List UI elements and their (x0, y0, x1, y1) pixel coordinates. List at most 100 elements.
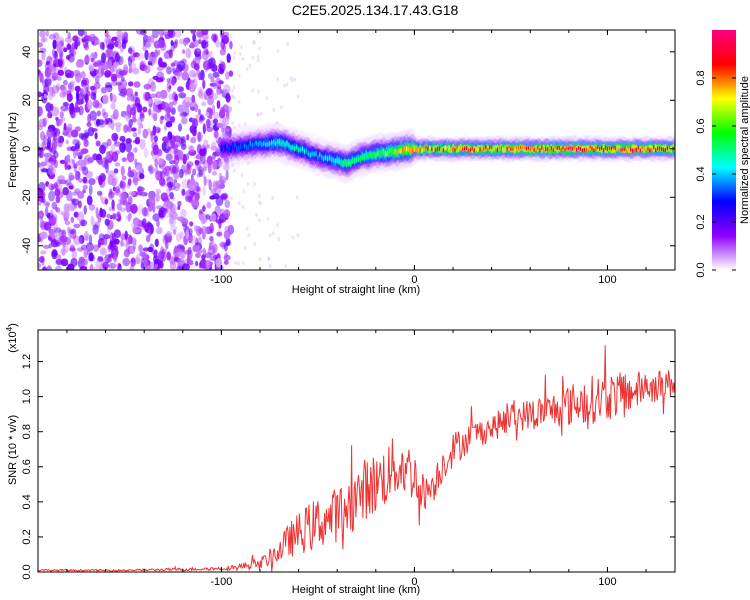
noise-blob (215, 257, 223, 268)
y-tick-label: 0 (21, 146, 33, 152)
ridge-blob (664, 144, 667, 151)
noise-blob (256, 112, 260, 117)
ridge-blob (583, 147, 585, 152)
ridge-blob (579, 146, 582, 151)
noise-blob (144, 223, 149, 232)
ridge-blob (288, 142, 290, 149)
noise-blob (223, 152, 228, 164)
ridge-blob (454, 147, 456, 153)
noise-blob (161, 141, 167, 152)
noise-blob (208, 242, 213, 251)
noise-blob (219, 106, 226, 115)
ridge-blob (606, 147, 609, 152)
noise-blob (201, 254, 206, 261)
noise-blob (127, 126, 133, 133)
noise-blob (130, 107, 137, 116)
noise-blob (165, 120, 173, 128)
ridge-blob (543, 147, 545, 152)
noise-blob (168, 93, 173, 101)
noise-blob (81, 166, 87, 171)
noise-blob (182, 49, 186, 54)
noise-blob (133, 81, 141, 88)
ridge-blob (496, 147, 499, 152)
ridge-blob (402, 147, 404, 154)
noise-blob (174, 93, 179, 102)
noise-blob (182, 106, 190, 117)
ridge-blob (238, 145, 240, 152)
noise-blob (132, 177, 137, 184)
ridge-blob (377, 151, 379, 158)
noise-blob (132, 52, 140, 58)
noise-blob (113, 238, 120, 245)
noise-blob (89, 110, 97, 121)
ridge-blob (301, 145, 304, 152)
ridge-blob (548, 148, 551, 153)
noise-blob (135, 97, 141, 107)
noise-blob (78, 235, 85, 244)
noise-blob (112, 109, 119, 120)
noise-blob (223, 209, 231, 218)
ridge-blob (296, 144, 298, 150)
noise-blob (125, 88, 134, 97)
noise-blob (99, 41, 105, 50)
noise-blob (66, 164, 72, 170)
ridge-blob (654, 143, 657, 150)
noise-blob (41, 140, 46, 150)
ridge-blob (469, 147, 472, 152)
noise-blob (202, 186, 206, 196)
noise-blob (104, 70, 112, 78)
noise-blob (159, 177, 166, 186)
noise-blob (80, 71, 86, 79)
noise-blob (165, 146, 172, 151)
ridge-blob (483, 146, 485, 151)
noise-blob (237, 73, 241, 78)
noise-blob (216, 139, 224, 144)
noise-blob (147, 98, 152, 105)
noise-blob (213, 111, 220, 120)
noise-blob (92, 244, 100, 252)
noise-blob (209, 222, 214, 234)
ridge-blob (321, 154, 323, 161)
noise-blob (186, 134, 190, 141)
noise-blob (256, 58, 260, 63)
noise-blob (200, 225, 208, 235)
noise-blob (224, 225, 230, 232)
noise-blob (153, 135, 158, 143)
noise-blob (83, 205, 87, 215)
noise-blob (206, 126, 214, 132)
ridge-blob (506, 146, 508, 151)
noise-blob (136, 253, 140, 262)
noise-blob (77, 30, 85, 37)
ridge-blob (502, 147, 504, 152)
noise-blob (166, 66, 172, 75)
ridge-blob (299, 147, 302, 153)
noise-blob (201, 41, 209, 49)
colorbar-ticks: 0.0 0.2 0.4 0.6 0.8 (695, 70, 736, 278)
ridge-blob (247, 143, 250, 150)
snr-line (38, 345, 675, 572)
ridge-blob (433, 147, 435, 152)
noise-blob (125, 215, 132, 220)
ridge-blob (664, 147, 666, 153)
noise-blob (86, 250, 90, 256)
noise-blob (127, 196, 133, 205)
noise-blob (180, 138, 185, 144)
ridge-blob (593, 148, 595, 153)
noise-blob (245, 67, 249, 72)
noise-blob (92, 153, 98, 161)
ridge-blob (618, 147, 620, 153)
noise-blob (126, 104, 131, 115)
ridge-blob (290, 144, 292, 151)
noise-blob (104, 218, 110, 226)
noise-blob (216, 100, 221, 109)
noise-blob (133, 147, 138, 153)
ridge-blob (324, 154, 327, 161)
ridge-blob (489, 145, 491, 150)
ridge-blob (566, 146, 568, 151)
colorbar-tick-label: 0.2 (695, 214, 707, 229)
noise-blob (170, 107, 176, 115)
ridge-blob (305, 147, 307, 154)
ridge-blob (562, 145, 564, 150)
noise-blob (38, 162, 41, 168)
ridge-blob (512, 146, 514, 152)
